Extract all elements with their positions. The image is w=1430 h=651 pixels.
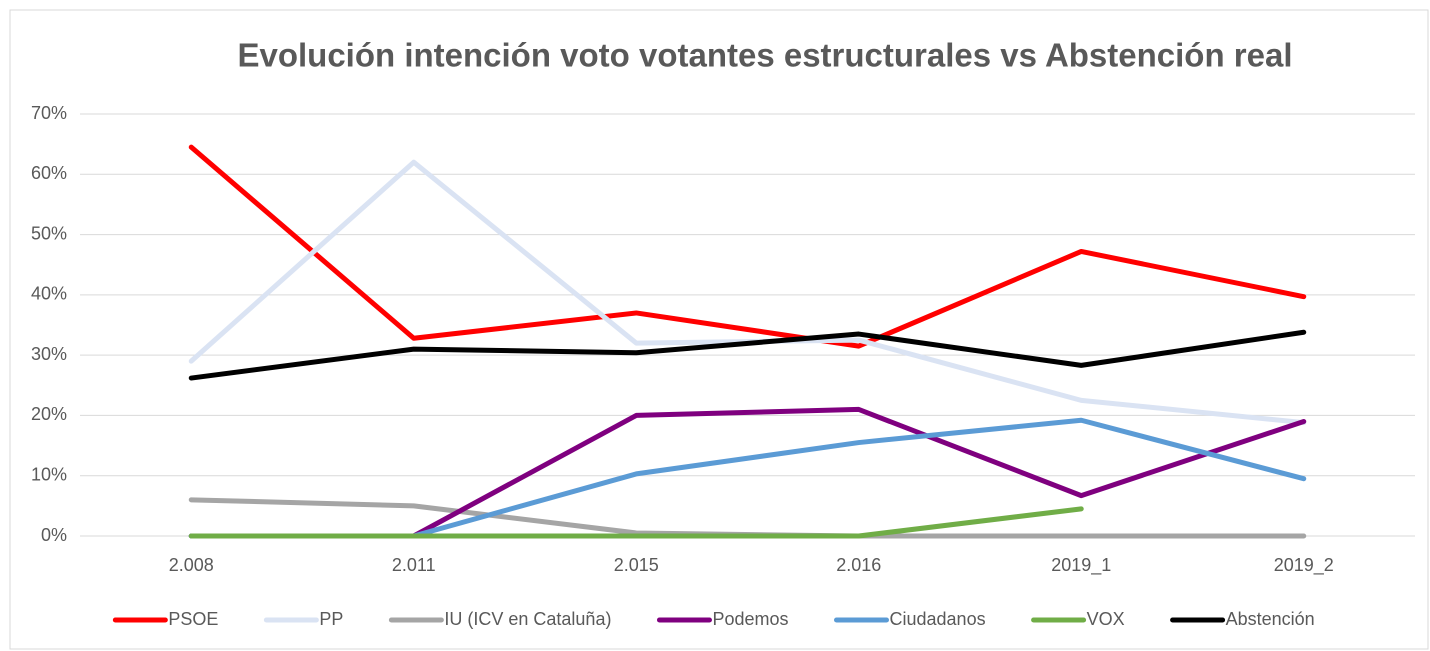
legend-label: PSOE — [168, 609, 218, 629]
y-tick-label: 30% — [31, 344, 67, 364]
y-tick-label: 60% — [31, 163, 67, 183]
y-tick-label: 70% — [31, 103, 67, 123]
x-tick-label: 2.015 — [614, 555, 659, 575]
x-tick-label: 2019_2 — [1274, 555, 1334, 576]
x-tick-label: 2019_1 — [1051, 555, 1111, 576]
x-tick-label: 2.008 — [169, 555, 214, 575]
y-tick-label: 10% — [31, 464, 67, 484]
legend-label: IU (ICV en Cataluña) — [444, 609, 611, 629]
y-tick-label: 20% — [31, 404, 67, 424]
legend-label: PP — [319, 609, 343, 629]
legend-label: VOX — [1087, 609, 1125, 629]
x-tick-label: 2.011 — [392, 555, 436, 575]
series-line — [188, 506, 1084, 539]
y-tick-label: 40% — [31, 284, 67, 304]
legend-label: Ciudadanos — [890, 609, 986, 629]
legend-label: Podemos — [712, 609, 788, 629]
legend-label: Abstención — [1226, 609, 1315, 629]
y-tick-label: 50% — [31, 223, 67, 243]
series-line — [188, 329, 1307, 381]
y-tick-label: 0% — [41, 525, 67, 545]
series-line — [188, 144, 1307, 349]
chart-border — [9, 9, 1429, 650]
x-tick-label: 2.016 — [836, 555, 881, 575]
chart-title: Evolución intención voto votantes estruc… — [237, 37, 1292, 74]
